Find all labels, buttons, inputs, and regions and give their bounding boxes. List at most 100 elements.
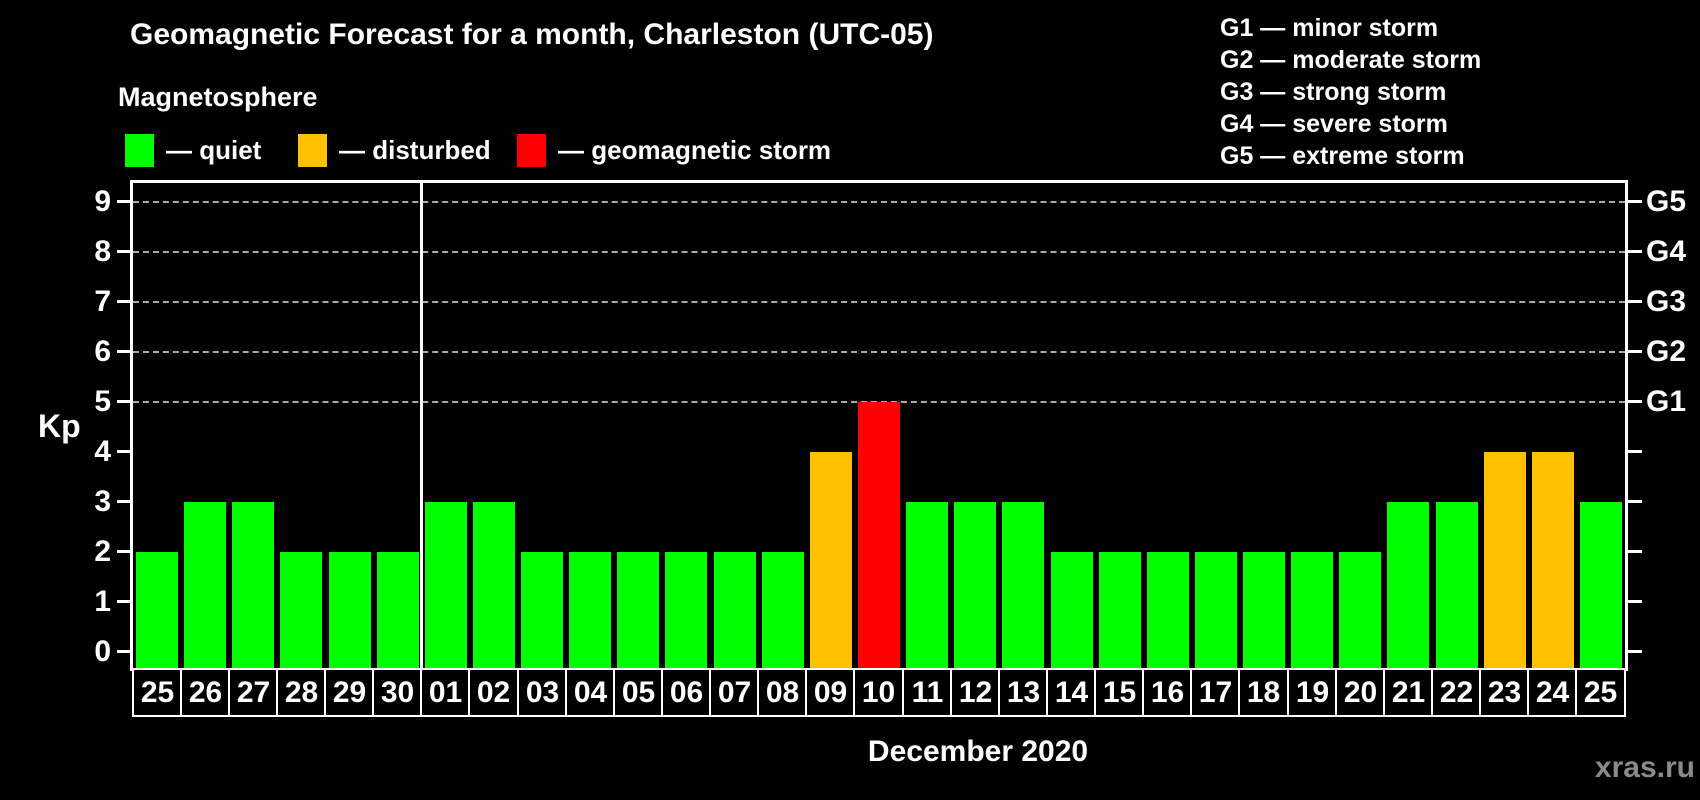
right-axis-tick [1628, 350, 1642, 353]
kp-bar [1147, 552, 1189, 668]
y-axis-tick [117, 450, 130, 453]
y-tick-label: 3 [94, 485, 111, 518]
y-tick-label: 0 [94, 635, 111, 668]
right-axis-tick [1628, 550, 1642, 553]
g-scale-legend-line: G5 — extreme storm [1220, 142, 1465, 170]
kp-bar [1532, 452, 1574, 668]
y-tick-label: 4 [94, 435, 111, 468]
g-scale-legend-line: G2 — moderate storm [1220, 46, 1482, 74]
g-scale-label: G5 [1646, 185, 1687, 218]
g-scale-label: G4 [1646, 235, 1687, 268]
kp-gridline [133, 351, 1625, 353]
day-label-cell: 12 [950, 668, 1001, 717]
y-axis-tick [117, 350, 130, 353]
g-scale-legend-line: G4 — severe storm [1220, 110, 1448, 138]
kp-bar [906, 502, 948, 668]
kp-bar [136, 552, 178, 668]
right-spine [1625, 180, 1628, 671]
watermark: xras.ru [1594, 751, 1695, 784]
right-axis-tick [1628, 450, 1642, 453]
day-label-cell: 27 [228, 668, 279, 717]
day-label-cell: 01 [420, 668, 471, 717]
y-tick-label: 5 [94, 385, 111, 418]
kp-bar [954, 502, 996, 668]
day-label-cell: 28 [276, 668, 327, 717]
day-label-cell: 22 [1431, 668, 1482, 717]
day-label-cell: 17 [1190, 668, 1241, 717]
g-scale-label: G2 [1646, 335, 1687, 368]
kp-bar [184, 502, 226, 668]
legend-label-disturbed: — disturbed [339, 135, 491, 165]
kp-bar [1339, 552, 1381, 668]
y-axis-tick [117, 300, 130, 303]
legend-item-storm: — geomagnetic storm [517, 134, 831, 167]
y-axis-tick [117, 500, 130, 503]
storm-swatch-icon [517, 134, 546, 167]
day-label-cell: 15 [1094, 668, 1145, 717]
day-label-cell: 20 [1335, 668, 1386, 717]
day-label-cell: 06 [661, 668, 712, 717]
y-tick-label: 1 [94, 585, 111, 618]
day-label-cell: 02 [468, 668, 519, 717]
top-spine [130, 180, 1628, 183]
right-axis-tick [1628, 650, 1642, 653]
day-label-cell: 09 [805, 668, 856, 717]
legend-item-quiet: — quiet [125, 134, 261, 167]
legend-label-storm: — geomagnetic storm [558, 135, 832, 165]
day-label-cell: 25 [132, 668, 183, 717]
right-axis-tick [1628, 300, 1642, 303]
day-label-cell: 10 [853, 668, 904, 717]
day-label-cell: 16 [1142, 668, 1193, 717]
y-tick-label: 6 [94, 335, 111, 368]
right-axis-tick [1628, 200, 1642, 203]
legend-label-quiet: — quiet [166, 135, 262, 165]
kp-bar [377, 552, 419, 668]
y-axis-tick [117, 600, 130, 603]
kp-bar [232, 502, 274, 668]
kp-bar [569, 552, 611, 668]
kp-gridline [133, 201, 1625, 203]
day-label-cell: 05 [613, 668, 664, 717]
right-axis-tick [1628, 500, 1642, 503]
kp-bar [1002, 502, 1044, 668]
month-separator-line [420, 183, 423, 668]
y-tick-label: 8 [94, 235, 111, 268]
day-label-cell: 29 [324, 668, 375, 717]
y-tick-label: 9 [94, 185, 111, 218]
y-axis-tick [117, 200, 130, 203]
kp-bar [280, 552, 322, 668]
kp-gridline [133, 251, 1625, 253]
day-label-cell: 08 [757, 668, 808, 717]
kp-gridline [133, 301, 1625, 303]
g-scale-label: G1 [1646, 385, 1687, 418]
kp-bar [473, 502, 515, 668]
y-axis-tick [117, 650, 130, 653]
day-label-cell: 24 [1527, 668, 1578, 717]
kp-bar [1243, 552, 1285, 668]
day-label-cell: 03 [517, 668, 568, 717]
kp-bar [1291, 552, 1333, 668]
kp-bar [1387, 502, 1429, 668]
day-label-cell: 18 [1238, 668, 1289, 717]
day-label-cell: 13 [998, 668, 1049, 717]
day-label-cell: 04 [565, 668, 616, 717]
y-tick-label: 7 [94, 285, 111, 318]
day-label-cell: 23 [1479, 668, 1530, 717]
kp-bar [665, 552, 707, 668]
y-axis-tick [117, 400, 130, 403]
y-axis-tick [117, 550, 130, 553]
kp-bar [1580, 502, 1622, 668]
kp-bar [1484, 452, 1526, 668]
g-scale-legend-line: G3 — strong storm [1220, 78, 1447, 106]
day-label-cell: 21 [1383, 668, 1434, 717]
g-scale-label: G3 [1646, 285, 1687, 318]
kp-bar [617, 552, 659, 668]
kp-bar [714, 552, 756, 668]
right-axis-tick [1628, 600, 1642, 603]
y-tick-label: 2 [94, 535, 111, 568]
plot-area: 0 1 2 3 4 5 6 7 8 9 G1 G2 G3 G4 G5 25 26 27 28 29 30 01 02 03 04… [94, 180, 1686, 717]
disturbed-swatch-icon [298, 134, 327, 167]
y-axis-title: Kp [38, 408, 81, 444]
day-label-cell: 07 [709, 668, 760, 717]
chart-subtitle: Magnetosphere [118, 82, 318, 112]
